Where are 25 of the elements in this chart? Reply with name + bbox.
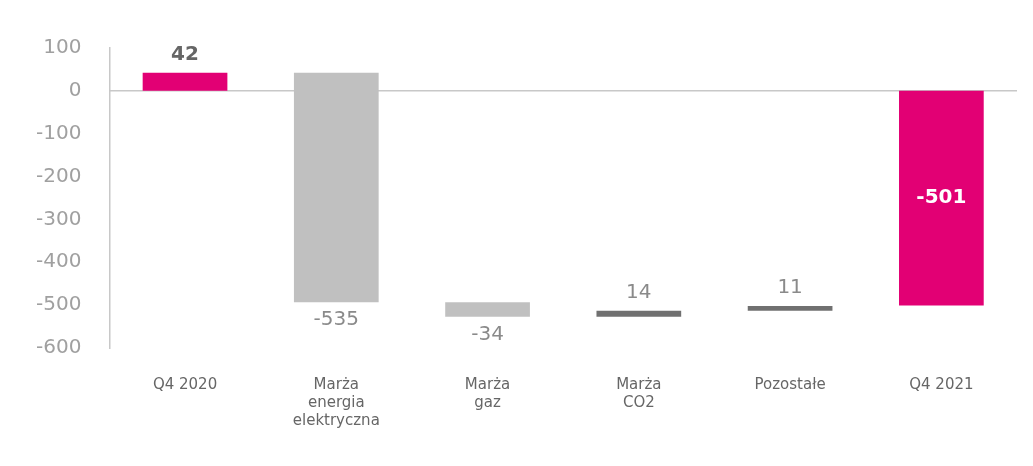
data-label: 14 bbox=[626, 278, 652, 303]
data-label: -535 bbox=[313, 306, 359, 331]
bar bbox=[747, 306, 833, 311]
bar bbox=[142, 72, 228, 91]
y-tick-label: -400 bbox=[36, 248, 82, 273]
x-tick-label: Marża energia elektryczna bbox=[292, 374, 380, 429]
x-tick-label: Q4 2020 bbox=[152, 374, 218, 393]
data-label: 11 bbox=[777, 274, 803, 299]
bar bbox=[445, 302, 530, 317]
x-tick-label: Marża CO2 bbox=[616, 374, 662, 411]
bar bbox=[596, 310, 682, 317]
data-label: -34 bbox=[471, 320, 504, 345]
x-tick-label: Q4 2021 bbox=[909, 374, 974, 393]
bar bbox=[899, 90, 984, 306]
y-tick-label: -600 bbox=[36, 334, 82, 359]
y-tick-label: -100 bbox=[36, 119, 82, 144]
x-tick-label: Marża gaz bbox=[464, 374, 511, 411]
data-label: -501 bbox=[916, 184, 967, 209]
y-tick-label: -300 bbox=[36, 205, 82, 230]
y-tick-label: 0 bbox=[68, 77, 82, 102]
y-tick-label: -200 bbox=[36, 162, 82, 187]
x-tick-label: Pozostałe bbox=[754, 374, 826, 393]
y-tick-label: -500 bbox=[36, 291, 82, 316]
y-tick-label: 100 bbox=[43, 34, 82, 59]
data-label: 42 bbox=[171, 41, 199, 66]
